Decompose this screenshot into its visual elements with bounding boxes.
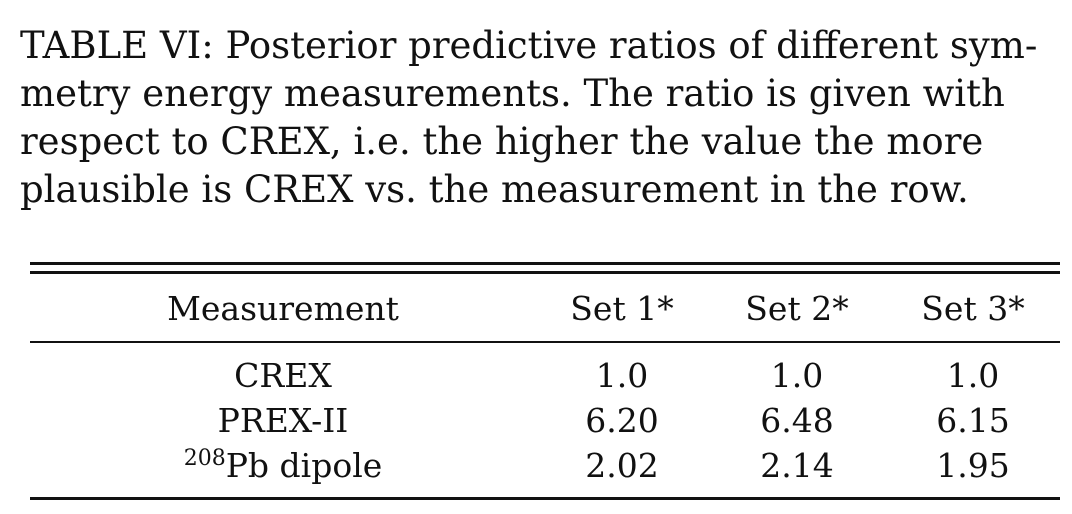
table-cell: 1.0 (946, 356, 1000, 395)
column-header-set3: Set 3* (921, 289, 1025, 328)
table-cell: 1.95 (936, 446, 1010, 485)
table-caption: TABLE VI: Posterior predictive ratios of… (20, 22, 1050, 214)
column-header-measurement: Measurement (167, 289, 399, 328)
caption-line: metry energy measurements. The ratio is … (20, 72, 1005, 115)
isotope-superscript: 208 (183, 446, 226, 471)
table-cell: 6.20 (585, 401, 659, 440)
header-rule (30, 341, 1060, 343)
table-cell: 1.0 (595, 356, 649, 395)
caption-line: plausible is CREX vs. the measurement in… (20, 168, 969, 211)
top-rule-double (30, 271, 1060, 274)
measurement-name: Pb dipole (225, 446, 383, 485)
measurement-name: CREX (234, 356, 332, 395)
table-cell: 2.14 (760, 446, 834, 485)
row-measurement-label: PREX-II (218, 401, 349, 441)
table-cell: 1.0 (770, 356, 824, 395)
column-header-set2: Set 2* (745, 289, 849, 328)
row-measurement-label: 208Pb dipole (184, 446, 383, 486)
row-measurement-label: CREX (234, 356, 332, 396)
table-cell: 6.15 (936, 401, 1010, 440)
table-cell: 6.48 (760, 401, 834, 440)
measurement-name: PREX-II (217, 401, 349, 440)
bottom-rule (30, 497, 1060, 500)
column-header-set1: Set 1* (570, 289, 674, 328)
table-cell: 2.02 (585, 446, 659, 485)
caption-line: respect to CREX, i.e. the higher the val… (20, 120, 984, 163)
top-rule (30, 262, 1060, 265)
caption-line: TABLE VI: Posterior predictive ratios of… (20, 24, 1038, 67)
